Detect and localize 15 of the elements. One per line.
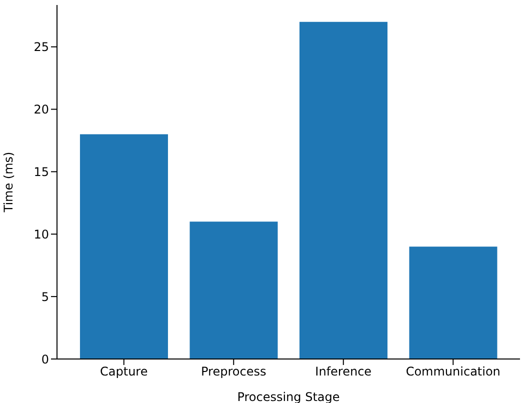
y-tick-label: 5	[41, 290, 49, 304]
y-tick-label: 25	[34, 40, 49, 54]
bar	[190, 222, 278, 359]
y-axis-title: Time (ms)	[1, 152, 16, 214]
y-tick-label: 10	[34, 227, 49, 242]
x-tick-label: Capture	[100, 364, 148, 379]
y-tick-label: 15	[34, 164, 49, 179]
x-tick-label: Inference	[315, 364, 372, 379]
bar	[299, 22, 388, 359]
bar	[80, 134, 168, 359]
bar	[409, 246, 498, 359]
y-tick-label: 20	[34, 102, 49, 117]
x-tick-label: Communication	[406, 364, 500, 379]
y-tick-label: 0	[41, 352, 49, 366]
x-tick-label: Preprocess	[201, 364, 266, 379]
